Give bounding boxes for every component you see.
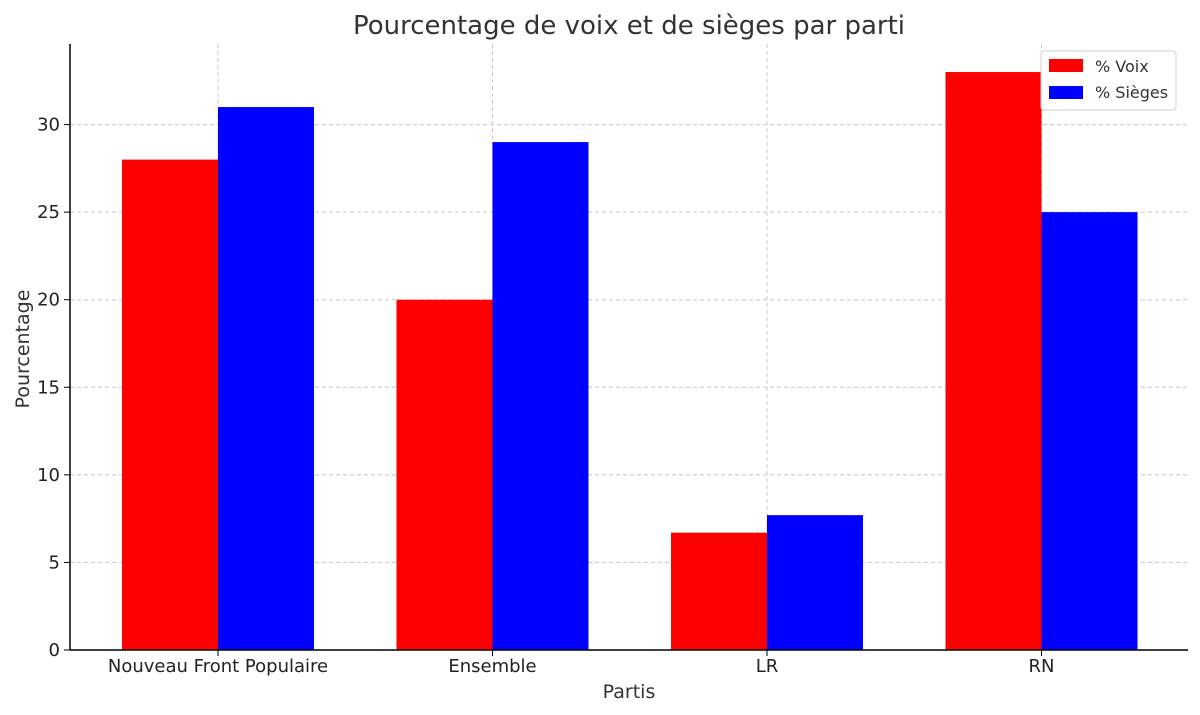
x-tick-label: LR: [756, 656, 779, 677]
bar-sieges: [767, 515, 863, 650]
bar-sieges: [1041, 212, 1138, 650]
bar-sieges: [492, 142, 589, 650]
x-tick-label: RN: [1029, 656, 1055, 677]
bars: [122, 72, 1138, 651]
x-axis-label: Partis: [603, 681, 656, 703]
bar-voix: [945, 72, 1042, 650]
x-tick-label: Nouveau Front Populaire: [108, 656, 328, 677]
y-tick-label: 0: [49, 640, 60, 661]
chart-title: Pourcentage de voix et de sièges par par…: [353, 11, 905, 41]
bar-voix: [671, 532, 767, 650]
axes: [69, 44, 1188, 651]
y-axis-label: Pourcentage: [12, 290, 34, 409]
legend-swatch-sieges: [1049, 86, 1083, 99]
legend-label-voix: % Voix: [1095, 57, 1149, 76]
y-tick-label: 20: [37, 290, 60, 311]
y-tick-label: 5: [49, 552, 60, 573]
y-tick-label: 10: [37, 465, 60, 486]
bar-sieges: [218, 107, 314, 651]
y-tick-label: 15: [37, 377, 60, 398]
legend-label-sieges: % Sièges: [1095, 83, 1168, 102]
bar-voix: [122, 159, 218, 650]
legend-swatch-voix: [1049, 59, 1083, 72]
legend: % Voix % Sièges: [1040, 50, 1177, 111]
y-tick-label: 30: [37, 115, 60, 136]
y-tick-label: 25: [37, 202, 60, 223]
x-tick-label: Ensemble: [448, 656, 536, 677]
bar-voix: [396, 299, 493, 650]
tick-labels: 0 5 10 15 20 25 30 Nouveau Front Populaire Ensem…: [37, 115, 1054, 677]
